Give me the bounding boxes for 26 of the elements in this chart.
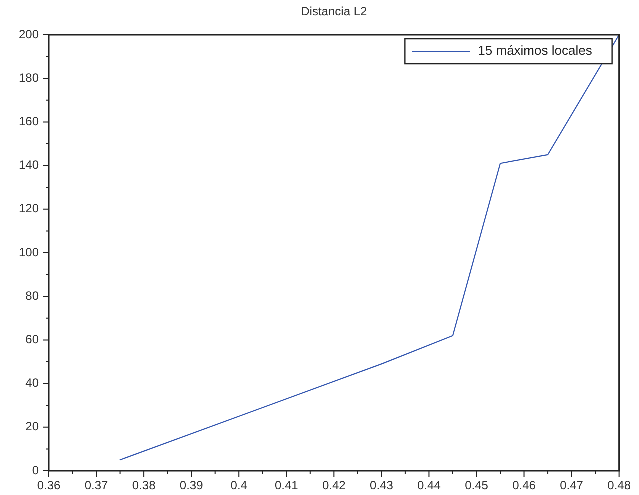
x-tick-label: 0.43 bbox=[370, 478, 394, 493]
x-tick-label: 0.42 bbox=[322, 478, 346, 493]
y-tick-label: 40 bbox=[26, 376, 40, 390]
y-tick-label: 20 bbox=[26, 420, 40, 434]
y-tick-label: 120 bbox=[18, 202, 40, 216]
y-tick-label: 0 bbox=[32, 463, 40, 478]
chart-title: Distancia L2 bbox=[301, 4, 368, 18]
x-tick-label: 0.48 bbox=[608, 478, 632, 493]
y-tick-label: 100 bbox=[18, 245, 40, 260]
x-tick-label: 0.41 bbox=[274, 478, 299, 493]
x-tick-label: 0.36 bbox=[37, 478, 61, 493]
y-tick-label: 80 bbox=[26, 288, 40, 303]
x-tick-label: 0.39 bbox=[180, 478, 204, 493]
x-tick-label: 0.38 bbox=[132, 478, 156, 493]
x-tick-label: 0.47 bbox=[560, 478, 584, 493]
y-tick-label: 60 bbox=[26, 332, 40, 347]
y-tick-label: 160 bbox=[18, 114, 40, 129]
legend-label: 15 máximos locales bbox=[478, 43, 593, 58]
y-tick-label: 140 bbox=[18, 158, 40, 172]
x-tick-label: 0.4 bbox=[230, 478, 248, 493]
y-tick-label: 200 bbox=[18, 27, 40, 42]
x-tick-label: 0.44 bbox=[418, 478, 442, 493]
x-tick-label: 0.37 bbox=[84, 478, 109, 493]
y-tick-label: 180 bbox=[18, 70, 40, 85]
x-tick-label: 0.46 bbox=[512, 478, 536, 493]
x-tick-label: 0.45 bbox=[465, 478, 489, 493]
